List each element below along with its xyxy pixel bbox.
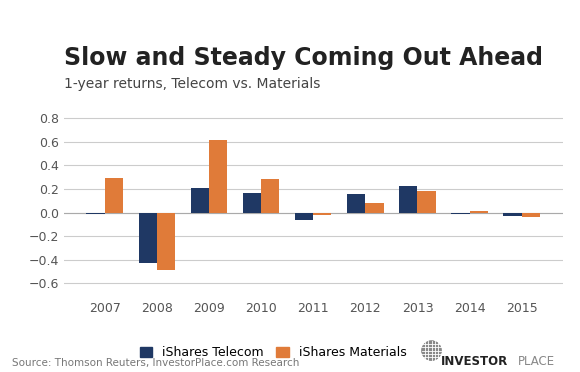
Bar bbox=[521, 213, 540, 217]
Bar bbox=[399, 186, 418, 213]
Text: Slow and Steady Coming Out Ahead: Slow and Steady Coming Out Ahead bbox=[64, 46, 543, 70]
Text: INVESTOR: INVESTOR bbox=[441, 355, 508, 368]
Bar bbox=[365, 203, 383, 213]
Bar bbox=[209, 140, 227, 213]
Text: 1-year returns, Telecom vs. Materials: 1-year returns, Telecom vs. Materials bbox=[64, 77, 320, 91]
Bar bbox=[313, 213, 331, 215]
Bar bbox=[191, 188, 209, 213]
Bar bbox=[347, 195, 365, 213]
Bar bbox=[503, 213, 521, 216]
Bar bbox=[261, 179, 280, 213]
Bar bbox=[105, 178, 123, 213]
Bar bbox=[451, 213, 470, 214]
Bar bbox=[157, 213, 175, 270]
Bar bbox=[86, 213, 105, 214]
Text: PLACE: PLACE bbox=[518, 355, 555, 368]
Bar bbox=[418, 192, 436, 213]
Circle shape bbox=[422, 341, 441, 360]
Bar bbox=[295, 213, 313, 220]
Bar bbox=[243, 193, 261, 213]
Text: Source: Thomson Reuters, InvestorPlace.com Research: Source: Thomson Reuters, InvestorPlace.c… bbox=[12, 357, 299, 368]
Legend: iShares Telecom, iShares Materials: iShares Telecom, iShares Materials bbox=[140, 346, 407, 359]
Bar bbox=[470, 212, 488, 213]
Bar bbox=[139, 213, 157, 263]
